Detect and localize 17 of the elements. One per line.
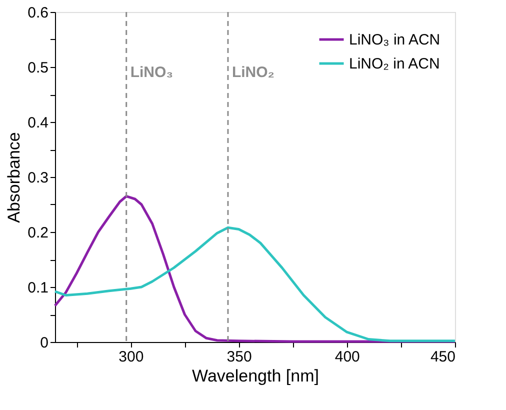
ref-line-label: LiNO₂ <box>232 64 274 81</box>
legend-label: LiNO₂ in ACN <box>349 56 440 72</box>
y-tick-label: 0.6 <box>28 4 48 22</box>
y-tick-label: 0.4 <box>28 114 48 132</box>
x-axis-title: Wavelength [nm] <box>192 366 319 386</box>
y-tick-label: 0.2 <box>28 224 48 242</box>
y-axis-title: Absorbance <box>4 132 24 223</box>
x-tick-label: 450 <box>430 348 456 366</box>
x-tick-label: 400 <box>334 348 360 366</box>
ref-line-label: LiNO₃ <box>130 64 174 81</box>
x-tick-label: 350 <box>226 348 252 366</box>
y-tick-label: 0 <box>40 334 48 352</box>
legend-label: LiNO₃ in ACN <box>349 32 440 48</box>
y-tick-label: 0.3 <box>28 170 48 186</box>
y-tick-label: 0.1 <box>28 280 48 296</box>
y-tick-label: 0.5 <box>28 60 48 76</box>
x-tick-label: 300 <box>118 348 144 366</box>
